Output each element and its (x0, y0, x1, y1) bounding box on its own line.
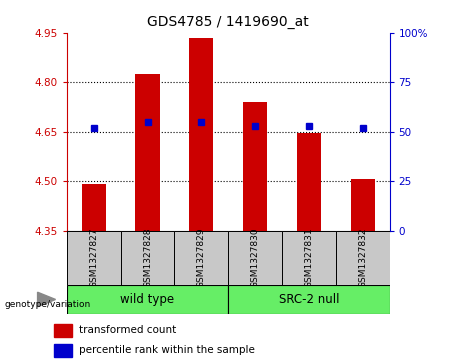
Bar (54, 344, 71, 357)
Text: SRC-2 null: SRC-2 null (278, 293, 339, 306)
Text: wild type: wild type (120, 293, 175, 306)
Text: percentile rank within the sample: percentile rank within the sample (79, 345, 255, 355)
Text: GSM1327828: GSM1327828 (143, 228, 152, 288)
Polygon shape (38, 292, 56, 307)
Text: GSM1327827: GSM1327827 (89, 228, 98, 288)
Text: genotype/variation: genotype/variation (5, 300, 91, 309)
Text: GSM1327832: GSM1327832 (358, 228, 367, 288)
Bar (67, 231, 121, 285)
Bar (121, 231, 174, 285)
Bar (67, 285, 228, 314)
Bar (54, 324, 71, 337)
Bar (82, 184, 106, 231)
Title: GDS4785 / 1419690_at: GDS4785 / 1419690_at (148, 15, 309, 29)
Text: GSM1327831: GSM1327831 (304, 227, 313, 288)
Bar (243, 102, 267, 231)
Bar (297, 133, 321, 231)
Bar (228, 285, 390, 314)
Bar (174, 231, 228, 285)
Bar (189, 38, 213, 231)
Bar (350, 179, 375, 231)
Bar (136, 74, 160, 231)
Text: GSM1327830: GSM1327830 (251, 227, 260, 288)
Text: transformed count: transformed count (79, 325, 177, 335)
Bar (282, 231, 336, 285)
Bar (228, 231, 282, 285)
Bar (336, 231, 390, 285)
Text: GSM1327829: GSM1327829 (197, 228, 206, 288)
